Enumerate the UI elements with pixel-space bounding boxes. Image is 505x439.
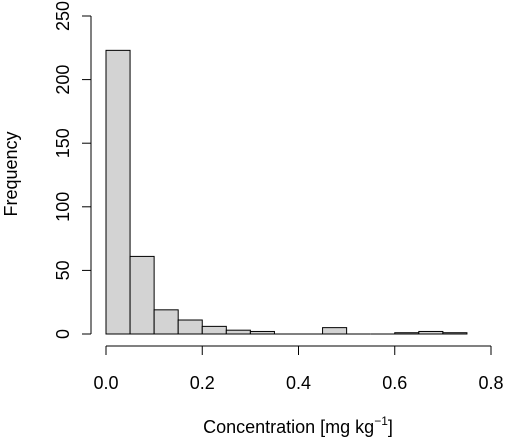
bars-group bbox=[105, 49, 468, 335]
x-axis-label-suffix: ] bbox=[388, 417, 393, 437]
histogram-bar bbox=[225, 329, 251, 335]
histogram-bar bbox=[177, 319, 203, 335]
y-tick-label: 50 bbox=[53, 260, 73, 280]
x-axis: 0.0 0.2 0.4 0.6 0.8 bbox=[93, 345, 504, 393]
histogram-bar bbox=[105, 49, 131, 335]
x-tick-label: 0.6 bbox=[382, 373, 407, 393]
y-axis: 0 50 100 150 200 250 bbox=[53, 1, 92, 339]
y-tick-label: 250 bbox=[53, 1, 73, 31]
histogram-bar bbox=[129, 255, 155, 335]
y-tick-label: 0 bbox=[53, 329, 73, 339]
x-axis-label-main: Concentration [mg kg bbox=[203, 417, 374, 437]
histogram-bar bbox=[153, 309, 179, 335]
histogram-bar bbox=[249, 330, 275, 335]
x-axis-label-superscript: −1 bbox=[374, 414, 388, 428]
x-tick-label: 0.0 bbox=[93, 373, 118, 393]
x-tick-label: 0.8 bbox=[478, 373, 503, 393]
x-tick-label: 0.2 bbox=[190, 373, 215, 393]
y-tick-label: 200 bbox=[53, 65, 73, 95]
histogram-bar bbox=[322, 327, 348, 335]
x-tick-label: 0.4 bbox=[286, 373, 311, 393]
histogram-bar bbox=[418, 330, 444, 335]
y-axis-label: Frequency bbox=[1, 131, 21, 216]
histogram-bar bbox=[442, 332, 468, 335]
y-tick-label: 100 bbox=[53, 192, 73, 222]
y-tick-label: 150 bbox=[53, 128, 73, 158]
x-axis-label: Concentration [mg kg−1] bbox=[203, 414, 393, 437]
histogram-bar bbox=[201, 325, 227, 335]
histogram-bar bbox=[394, 332, 420, 335]
